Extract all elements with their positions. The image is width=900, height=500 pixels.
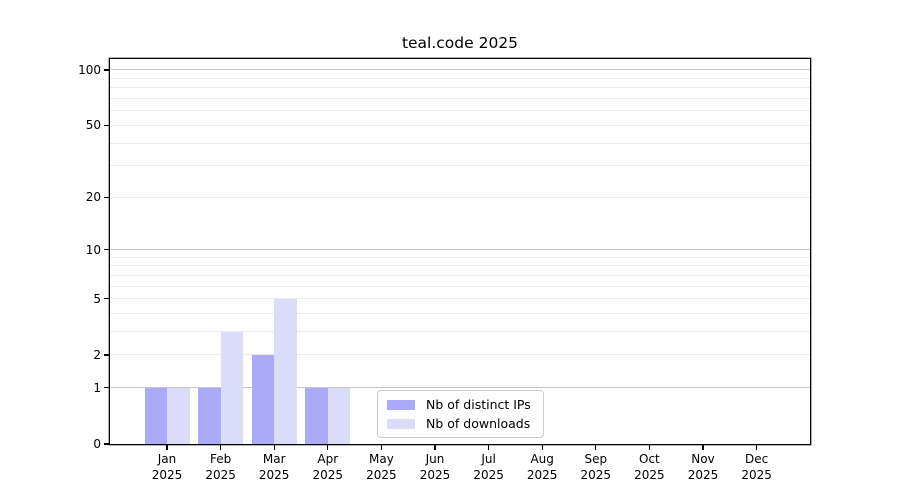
major-gridline	[110, 387, 810, 389]
bar-downloads	[167, 387, 190, 444]
minor-gridline	[110, 98, 810, 99]
legend-swatch	[387, 418, 415, 429]
bar-distinct-ips	[305, 387, 328, 444]
minor-gridline	[110, 110, 810, 112]
legend-entry: Nb of downloads	[387, 416, 543, 431]
legend-entry: Nb of distinct IPs	[387, 397, 543, 412]
y-tick-label: 5	[93, 291, 101, 306]
legend: Nb of distinct IPs Nb of downloads	[377, 390, 544, 438]
minor-gridline	[110, 313, 810, 315]
y-axis-tick	[104, 354, 110, 356]
y-axis-tick	[104, 249, 110, 251]
y-axis-tick	[104, 387, 110, 389]
y-tick-label: 20	[85, 190, 101, 205]
x-tick-label: Feb 2025	[205, 452, 236, 482]
bar-distinct-ips	[144, 387, 167, 444]
y-tick-label: 100	[78, 62, 101, 77]
x-axis-tick	[273, 445, 275, 450]
minor-gridline	[110, 331, 810, 333]
x-tick-label: Aug 2025	[526, 452, 558, 482]
x-tick-label: Jun 2025	[419, 452, 451, 482]
x-axis-tick	[380, 445, 383, 450]
minor-gridline	[110, 142, 810, 144]
y-axis-tick	[104, 196, 110, 198]
bar-distinct-ips	[198, 387, 221, 444]
x-tick-label: Nov 2025	[687, 452, 719, 482]
minor-gridline	[110, 165, 810, 167]
x-tick-label: Oct 2025	[634, 452, 665, 482]
legend-label: Nb of downloads	[426, 416, 531, 431]
x-axis-tick	[487, 445, 490, 450]
y-tick-label: 1	[93, 380, 101, 395]
x-axis-tick	[219, 445, 222, 450]
x-tick-label: Mar 2025	[258, 452, 290, 482]
major-gridline	[110, 69, 810, 71]
y-tick-label: 2	[93, 347, 101, 362]
x-axis-tick	[648, 445, 651, 450]
bar-downloads	[220, 331, 244, 444]
x-axis-tick	[755, 445, 758, 450]
x-tick-label: Sep 2025	[580, 452, 612, 482]
y-tick-label: 10	[85, 242, 101, 257]
x-tick-label: Jan 2025	[151, 452, 183, 482]
minor-gridline	[110, 274, 810, 276]
bar-downloads	[274, 298, 297, 444]
y-tick-label: 0	[93, 437, 101, 451]
major-gridline	[110, 249, 810, 251]
minor-gridline	[110, 265, 810, 267]
bar-distinct-ips	[251, 354, 275, 444]
x-tick-label: May 2025	[366, 452, 397, 482]
minor-gridline	[110, 354, 810, 356]
y-axis-tick	[104, 69, 110, 71]
minor-gridline	[110, 298, 810, 300]
x-tick-label: Apr 2025	[312, 452, 344, 482]
minor-gridline	[110, 124, 810, 126]
y-tick-label: 50	[85, 118, 101, 133]
x-axis-tick	[327, 445, 329, 450]
y-axis-tick	[104, 298, 110, 300]
bar-downloads	[327, 387, 351, 444]
minor-gridline	[110, 256, 810, 258]
plot-area	[110, 59, 810, 444]
chart-title: teal.code 2025	[401, 34, 519, 52]
minor-gridline	[110, 285, 810, 287]
minor-gridline	[110, 196, 810, 198]
x-axis-tick	[166, 445, 168, 450]
y-axis-tick	[104, 124, 110, 126]
y-axis-tick	[104, 443, 110, 445]
minor-gridline	[110, 77, 810, 79]
x-axis-tick	[595, 445, 597, 450]
x-axis-tick	[434, 445, 436, 450]
x-tick-label: Dec 2025	[741, 452, 772, 482]
x-tick-label: Jul 2025	[473, 452, 504, 482]
legend-swatch	[387, 399, 415, 410]
minor-gridline	[110, 87, 810, 89]
x-axis-tick	[702, 445, 704, 450]
legend-label: Nb of distinct IPs	[426, 397, 531, 412]
x-axis-tick	[541, 445, 543, 450]
